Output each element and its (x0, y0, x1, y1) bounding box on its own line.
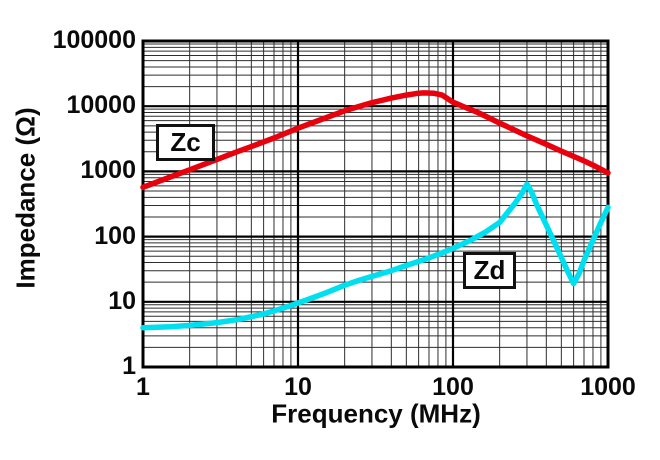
y-tick-label-10: 10 (108, 286, 136, 315)
zd-series-label: Zd (463, 252, 516, 289)
y-tick-label-1: 1 (122, 351, 136, 380)
y-axis-title: Impedance (Ω) (10, 107, 41, 289)
x-tick-label-1000: 1000 (580, 373, 636, 401)
zc-series-label: Zc (156, 124, 215, 161)
zd-series-label-text: Zd (473, 255, 506, 285)
x-tick-label-100: 100 (432, 373, 474, 401)
x-axis-title: Frequency (MHz) (271, 398, 481, 429)
zd-curve (140, 181, 611, 331)
x-tick-label-10: 10 (284, 373, 312, 401)
plot-border (141, 39, 610, 369)
y-tick-label-10000: 10000 (66, 91, 136, 120)
zc-curve (140, 90, 611, 191)
x-tick-label-1: 1 (136, 373, 150, 401)
y-tick-label-100: 100 (94, 221, 136, 250)
y-tick-label-1000: 1000 (80, 156, 136, 185)
zc-series-label-text: Zc (170, 127, 201, 157)
y-tick-label-100000: 100000 (52, 25, 136, 54)
